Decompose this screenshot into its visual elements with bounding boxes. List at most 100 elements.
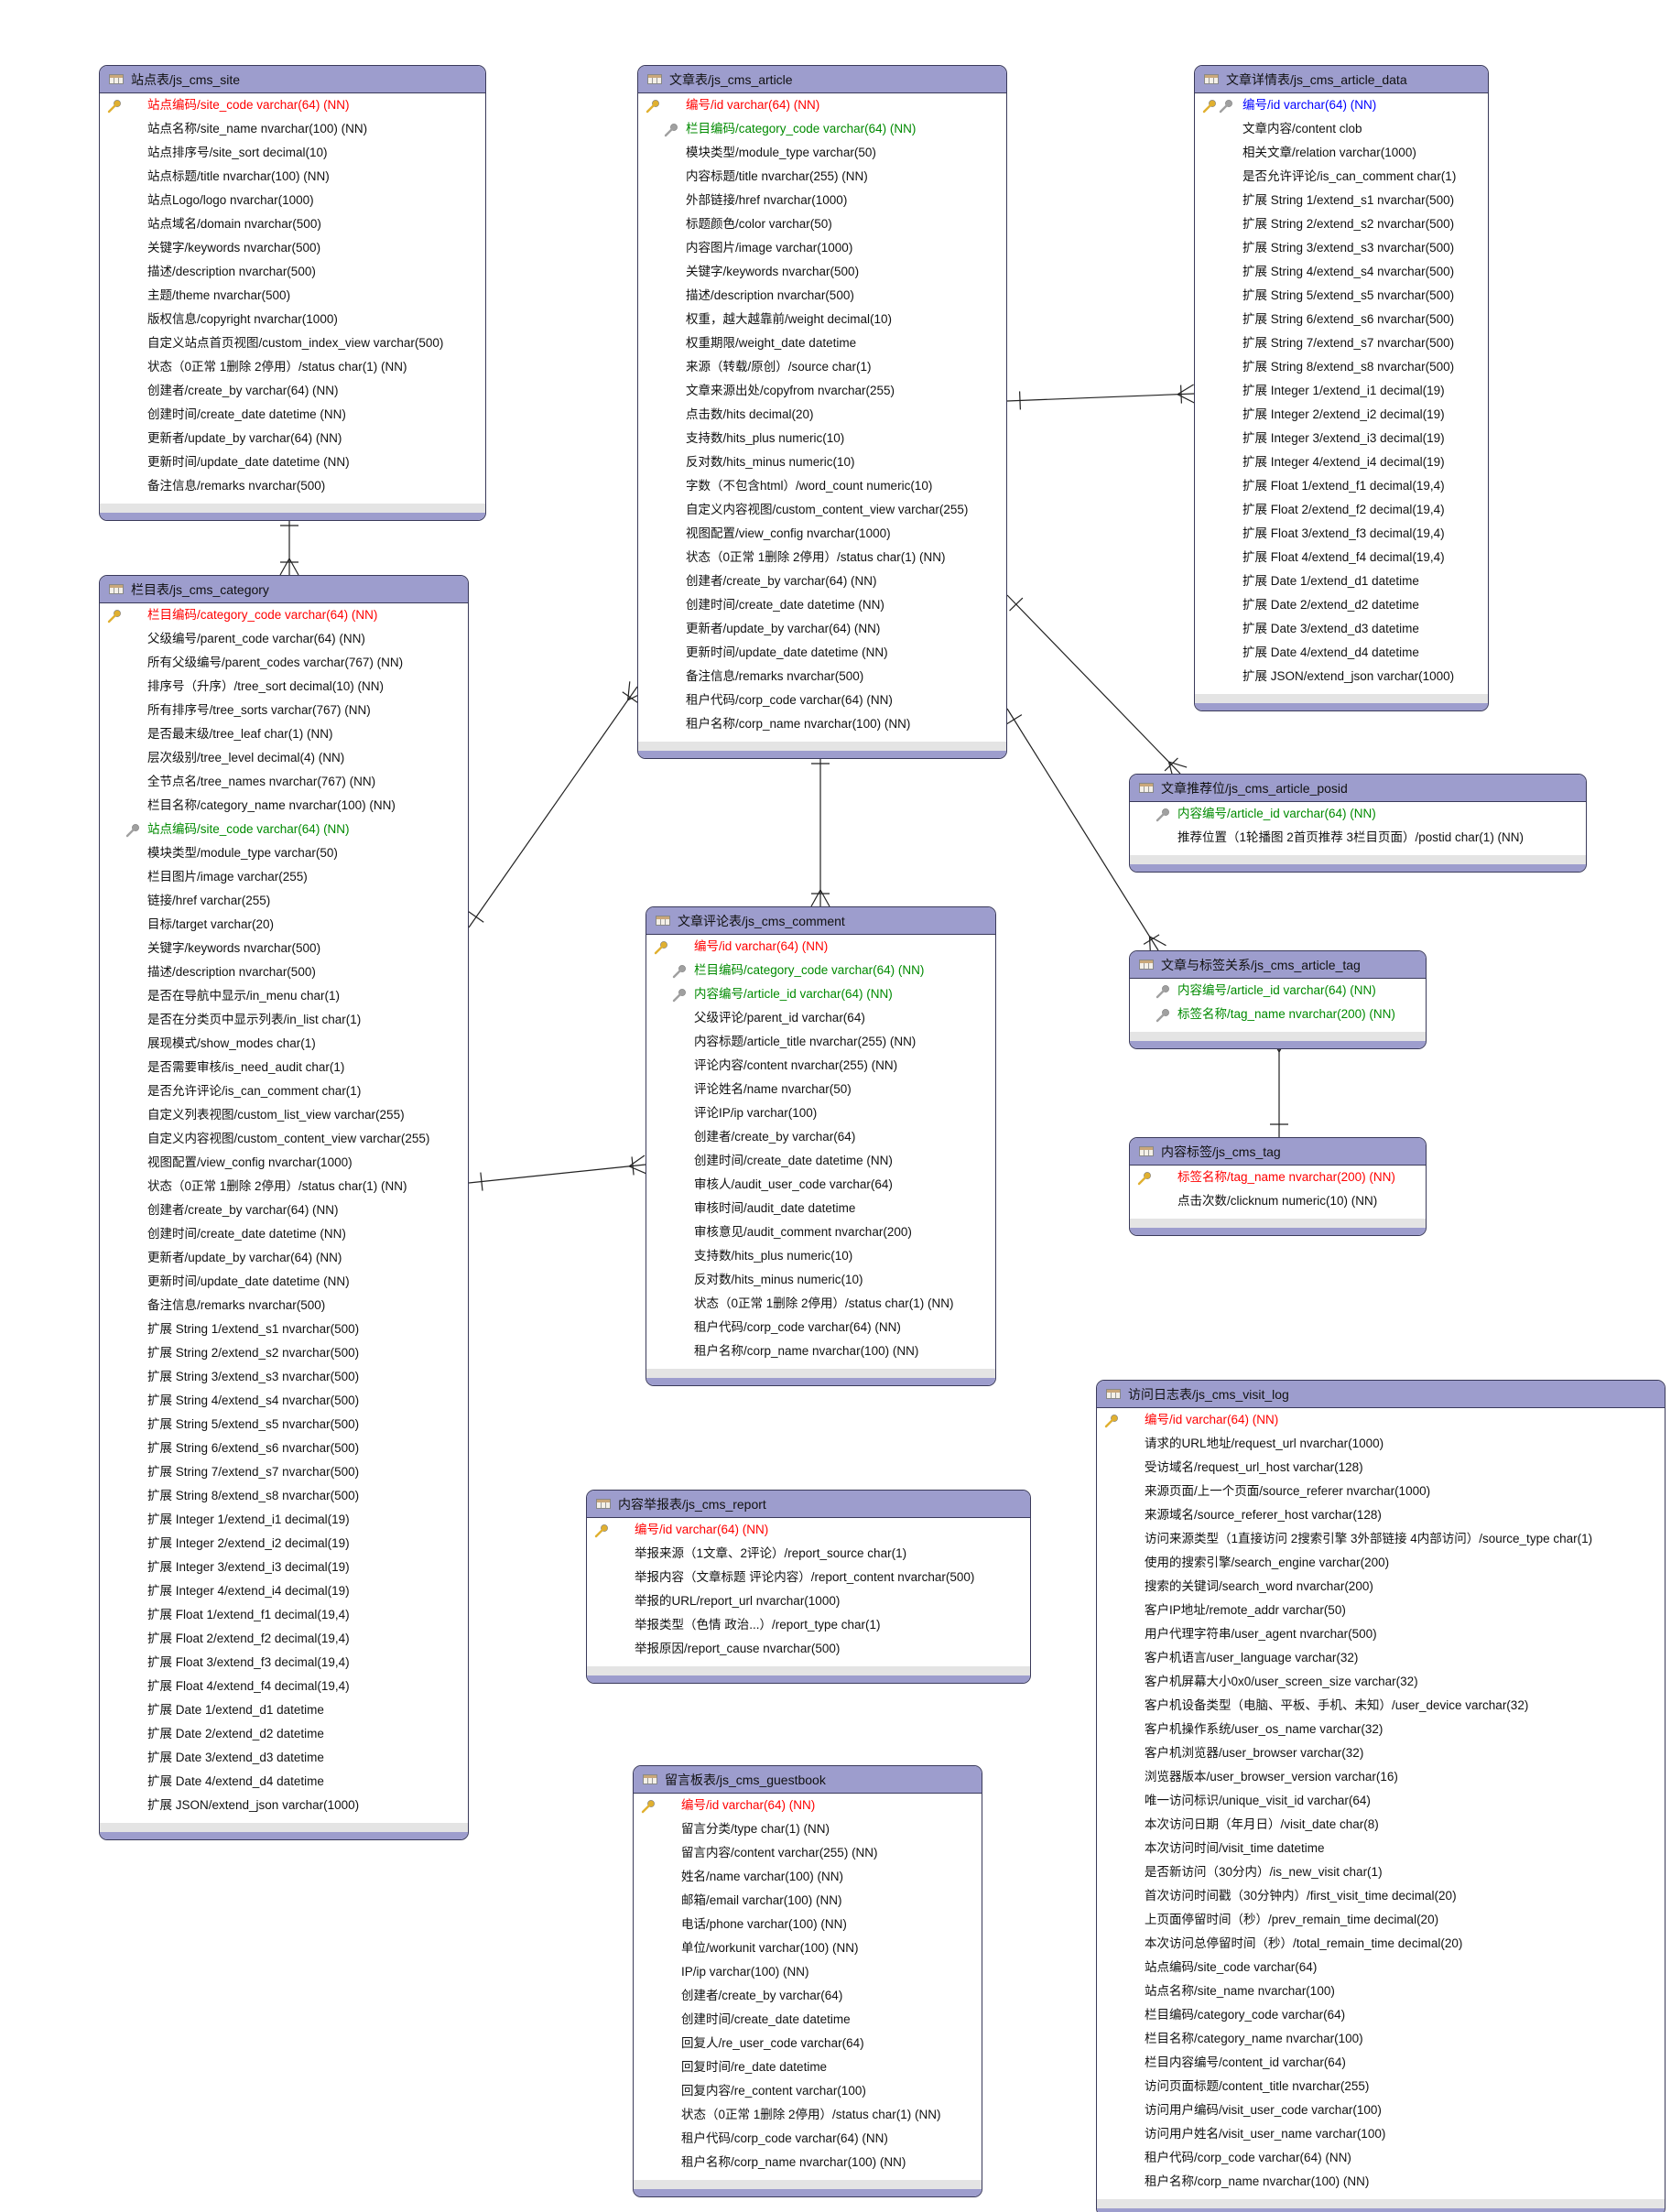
column-row[interactable]: 层次级别/tree_level decimal(4) (NN) bbox=[100, 746, 468, 770]
column-row[interactable]: 是否在分类页中显示列表/in_list char(1) bbox=[100, 1008, 468, 1032]
column-row[interactable]: 状态（0正常 1删除 2停用）/status char(1) (NN) bbox=[100, 355, 485, 379]
column-row[interactable]: 创建者/create_by varchar(64) (NN) bbox=[100, 1198, 468, 1222]
column-row[interactable]: 客户机屏幕大小0x0/user_screen_size varchar(32) bbox=[1097, 1670, 1665, 1694]
column-row[interactable]: 版权信息/copyright nvarchar(1000) bbox=[100, 308, 485, 331]
column-row[interactable]: 关键字/keywords nvarchar(500) bbox=[100, 937, 468, 960]
column-row[interactable]: 受访域名/request_url_host varchar(128) bbox=[1097, 1456, 1665, 1480]
column-row[interactable]: 本次访问时间/visit_time datetime bbox=[1097, 1837, 1665, 1860]
column-row[interactable]: 栏目编码/category_code varchar(64) (NN) bbox=[100, 603, 468, 627]
column-row[interactable]: 举报原因/report_cause nvarchar(500) bbox=[587, 1637, 1030, 1661]
column-row[interactable]: 扩展 Integer 1/extend_i1 decimal(19) bbox=[1195, 379, 1488, 403]
column-row[interactable]: 编号/id varchar(64) (NN) bbox=[1097, 1408, 1665, 1432]
table-header[interactable]: 访问日志表/js_cms_visit_log bbox=[1097, 1381, 1665, 1408]
column-row[interactable]: 是否需要审核/is_need_audit char(1) bbox=[100, 1056, 468, 1079]
column-row[interactable]: 客户机语言/user_language varchar(32) bbox=[1097, 1646, 1665, 1670]
column-row[interactable]: 栏目图片/image varchar(255) bbox=[100, 865, 468, 889]
column-row[interactable]: 展现模式/show_modes char(1) bbox=[100, 1032, 468, 1056]
column-row[interactable]: 备注信息/remarks nvarchar(500) bbox=[100, 1294, 468, 1317]
column-row[interactable]: 更新者/update_by varchar(64) (NN) bbox=[100, 427, 485, 450]
column-row[interactable]: 上页面停留时间（秒）/prev_remain_time decimal(20) bbox=[1097, 1908, 1665, 1932]
column-row[interactable]: 是否最末级/tree_leaf char(1) (NN) bbox=[100, 722, 468, 746]
column-row[interactable]: 栏目编码/category_code varchar(64) bbox=[1097, 2003, 1665, 2027]
column-row[interactable]: 状态（0正常 1删除 2停用）/status char(1) (NN) bbox=[638, 546, 1006, 569]
column-row[interactable]: 状态（0正常 1删除 2停用）/status char(1) (NN) bbox=[100, 1175, 468, 1198]
column-row[interactable]: 扩展 Float 1/extend_f1 decimal(19,4) bbox=[1195, 474, 1488, 498]
column-row[interactable]: 栏目名称/category_name nvarchar(100) bbox=[1097, 2027, 1665, 2051]
column-row[interactable]: 扩展 Float 3/extend_f3 decimal(19,4) bbox=[1195, 522, 1488, 546]
table-article-data[interactable]: 文章详情表/js_cms_article_data 编号/id varchar(6… bbox=[1194, 65, 1489, 711]
column-row[interactable]: 视图配置/view_config nvarchar(1000) bbox=[638, 522, 1006, 546]
column-row[interactable]: 举报内容（文章标题 评论内容）/report_content nvarchar(… bbox=[587, 1566, 1030, 1589]
column-row[interactable]: 扩展 Float 3/extend_f3 decimal(19,4) bbox=[100, 1651, 468, 1675]
column-row[interactable]: 编号/id varchar(64) (NN) bbox=[646, 935, 995, 959]
column-row[interactable]: 本次访问总停留时间（秒）/total_remain_time decimal(2… bbox=[1097, 1932, 1665, 1956]
column-row[interactable]: 邮箱/email varchar(100) (NN) bbox=[634, 1889, 982, 1913]
column-row[interactable]: 扩展 String 1/extend_s1 nvarchar(500) bbox=[100, 1317, 468, 1341]
column-row[interactable]: 主题/theme nvarchar(500) bbox=[100, 284, 485, 308]
column-row[interactable]: 排序号（升序）/tree_sort decimal(10) (NN) bbox=[100, 675, 468, 699]
column-row[interactable]: 扩展 Date 1/extend_d1 datetime bbox=[100, 1698, 468, 1722]
column-row[interactable]: 客户机浏览器/user_browser varchar(32) bbox=[1097, 1741, 1665, 1765]
column-row[interactable]: 站点域名/domain nvarchar(500) bbox=[100, 212, 485, 236]
column-row[interactable]: 是否允许评论/is_can_comment char(1) bbox=[100, 1079, 468, 1103]
column-row[interactable]: 标题颜色/color varchar(50) bbox=[638, 212, 1006, 236]
column-row[interactable]: 字数（不包含html）/word_count numeric(10) bbox=[638, 474, 1006, 498]
column-row[interactable]: 创建时间/create_date datetime (NN) bbox=[100, 403, 485, 427]
column-row[interactable]: 目标/target varchar(20) bbox=[100, 913, 468, 937]
column-row[interactable]: 支持数/hits_plus numeric(10) bbox=[638, 427, 1006, 450]
table-visit-log[interactable]: 访问日志表/js_cms_visit_log 编号/id varchar(64) … bbox=[1096, 1380, 1666, 2212]
column-row[interactable]: 状态（0正常 1删除 2停用）/status char(1) (NN) bbox=[646, 1292, 995, 1316]
column-row[interactable]: 举报类型（色情 政治...）/report_type char(1) bbox=[587, 1613, 1030, 1637]
column-row[interactable]: 站点名称/site_name nvarchar(100) (NN) bbox=[100, 117, 485, 141]
column-row[interactable]: 描述/description nvarchar(500) bbox=[638, 284, 1006, 308]
column-row[interactable]: 反对数/hits_minus numeric(10) bbox=[638, 450, 1006, 474]
column-row[interactable]: 租户名称/corp_name nvarchar(100) (NN) bbox=[1097, 2170, 1665, 2194]
column-row[interactable]: 站点排序号/site_sort decimal(10) bbox=[100, 141, 485, 165]
column-row[interactable]: 租户名称/corp_name nvarchar(100) (NN) bbox=[646, 1339, 995, 1363]
column-row[interactable]: 扩展 String 3/extend_s3 nvarchar(500) bbox=[1195, 236, 1488, 260]
column-row[interactable]: 扩展 String 2/extend_s2 nvarchar(500) bbox=[100, 1341, 468, 1365]
column-row[interactable]: 访问页面标题/content_title nvarchar(255) bbox=[1097, 2075, 1665, 2098]
column-row[interactable]: 标签名称/tag_name nvarchar(200) (NN) bbox=[1130, 1003, 1426, 1026]
column-row[interactable]: 访问用户姓名/visit_user_name varchar(100) bbox=[1097, 2122, 1665, 2146]
column-row[interactable]: 回复内容/re_content varchar(100) bbox=[634, 2079, 982, 2103]
table-header[interactable]: 内容标签/js_cms_tag bbox=[1130, 1138, 1426, 1166]
column-row[interactable]: 审核时间/audit_date datetime bbox=[646, 1197, 995, 1220]
column-row[interactable]: 模块类型/module_type varchar(50) bbox=[100, 841, 468, 865]
column-row[interactable]: 租户代码/corp_code varchar(64) (NN) bbox=[646, 1316, 995, 1339]
column-row[interactable]: 扩展 Integer 3/extend_i3 decimal(19) bbox=[1195, 427, 1488, 450]
column-row[interactable]: 扩展 Date 3/extend_d3 datetime bbox=[1195, 617, 1488, 641]
column-row[interactable]: 支持数/hits_plus numeric(10) bbox=[646, 1244, 995, 1268]
column-row[interactable]: 评论IP/ip varchar(100) bbox=[646, 1101, 995, 1125]
table-header[interactable]: 文章评论表/js_cms_comment bbox=[646, 907, 995, 935]
table-report[interactable]: 内容举报表/js_cms_report 编号/id varchar(64) (NN… bbox=[586, 1490, 1031, 1684]
column-row[interactable]: 编号/id varchar(64) (NN) bbox=[634, 1794, 982, 1817]
table-header[interactable]: 文章与标签关系/js_cms_article_tag bbox=[1130, 951, 1426, 979]
column-row[interactable]: 栏目编码/category_code varchar(64) (NN) bbox=[646, 959, 995, 982]
column-row[interactable]: 内容编号/article_id varchar(64) (NN) bbox=[1130, 979, 1426, 1003]
column-row[interactable]: 所有排序号/tree_sorts varchar(767) (NN) bbox=[100, 699, 468, 722]
column-row[interactable]: 审核意见/audit_comment nvarchar(200) bbox=[646, 1220, 995, 1244]
column-row[interactable]: 创建者/create_by varchar(64) (NN) bbox=[100, 379, 485, 403]
table-header[interactable]: 留言板表/js_cms_guestbook bbox=[634, 1766, 982, 1794]
column-row[interactable]: 评论姓名/name nvarchar(50) bbox=[646, 1078, 995, 1101]
column-row[interactable]: 扩展 String 3/extend_s3 nvarchar(500) bbox=[100, 1365, 468, 1389]
column-row[interactable]: 站点编码/site_code varchar(64) (NN) bbox=[100, 818, 468, 841]
column-row[interactable]: 栏目内容编号/content_id varchar(64) bbox=[1097, 2051, 1665, 2075]
column-row[interactable]: 栏目编码/category_code varchar(64) (NN) bbox=[638, 117, 1006, 141]
column-row[interactable]: 点击数/hits decimal(20) bbox=[638, 403, 1006, 427]
column-row[interactable]: 栏目名称/category_name nvarchar(100) (NN) bbox=[100, 794, 468, 818]
column-row[interactable]: 扩展 Integer 2/extend_i2 decimal(19) bbox=[1195, 403, 1488, 427]
table-comment[interactable]: 文章评论表/js_cms_comment 编号/id varchar(64) (N… bbox=[646, 906, 996, 1386]
column-row[interactable]: 扩展 String 1/extend_s1 nvarchar(500) bbox=[1195, 189, 1488, 212]
column-row[interactable]: 租户代码/corp_code varchar(64) (NN) bbox=[1097, 2146, 1665, 2170]
table-article[interactable]: 文章表/js_cms_article 编号/id varchar(64) (NN)… bbox=[637, 65, 1007, 759]
column-row[interactable]: 自定义站点首页视图/custom_index_view varchar(500) bbox=[100, 331, 485, 355]
column-row[interactable]: 自定义内容视图/custom_content_view varchar(255) bbox=[100, 1127, 468, 1151]
column-row[interactable]: 模块类型/module_type varchar(50) bbox=[638, 141, 1006, 165]
column-row[interactable]: 所有父级编号/parent_codes varchar(767) (NN) bbox=[100, 651, 468, 675]
column-row[interactable]: 自定义列表视图/custom_list_view varchar(255) bbox=[100, 1103, 468, 1127]
table-header[interactable]: 文章表/js_cms_article bbox=[638, 66, 1006, 93]
column-row[interactable]: 编号/id varchar(64) (NN) bbox=[638, 93, 1006, 117]
column-row[interactable]: 留言内容/content varchar(255) (NN) bbox=[634, 1841, 982, 1865]
